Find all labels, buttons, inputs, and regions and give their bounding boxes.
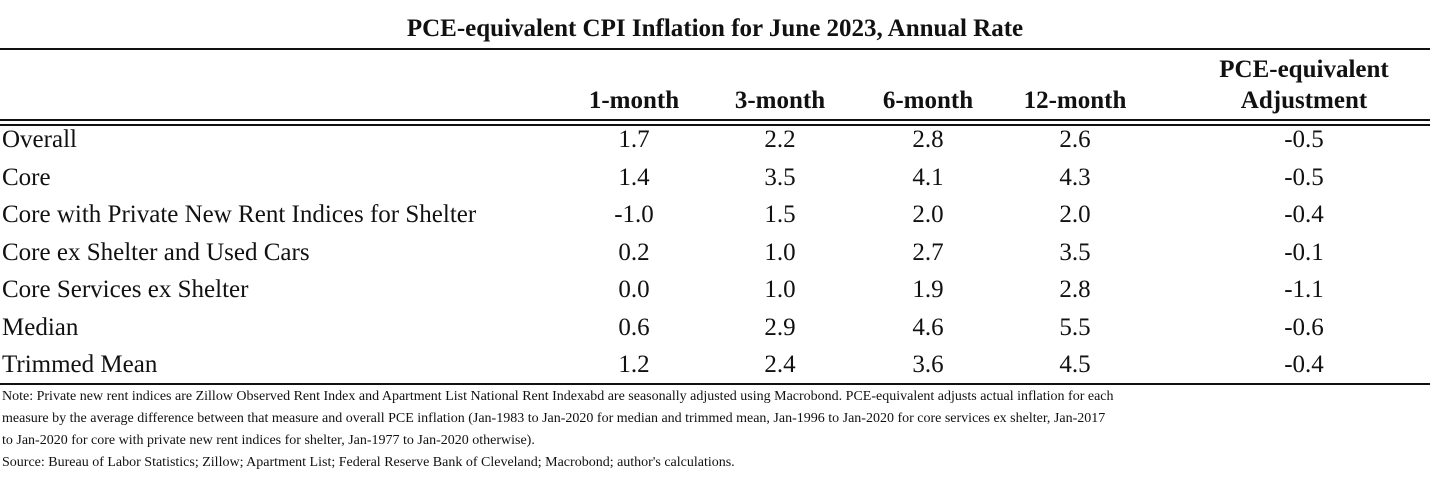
- header-rule-lower: [0, 124, 1430, 126]
- table-cell: 5.5: [1059, 313, 1091, 341]
- table-cell: -1.1: [1284, 276, 1324, 303]
- row-label: Median: [2, 313, 79, 341]
- column-header: 3-month: [734, 87, 826, 114]
- top-rule: [0, 48, 1430, 50]
- table-cell: 4.5: [1059, 351, 1091, 378]
- bottom-rule: [0, 383, 1430, 385]
- table-cell: 1.9: [912, 276, 944, 303]
- row-label: Overall: [2, 126, 77, 153]
- table-cell: 1.2: [618, 351, 650, 378]
- row-label: Core ex Shelter and Used Cars: [2, 238, 310, 266]
- note-line: Note: Private new rent indices are Zillo…: [2, 389, 1114, 404]
- table-cell: -0.4: [1284, 351, 1324, 378]
- table-cell: -0.1: [1284, 238, 1324, 266]
- table-cell: -0.6: [1284, 313, 1324, 341]
- column-header: Adjustment: [1240, 87, 1368, 114]
- table-cell: 4.3: [1059, 163, 1091, 191]
- column-header: PCE-equivalent: [1219, 56, 1389, 83]
- table-title: PCE-equivalent CPI Inflation for June 20…: [406, 15, 1024, 42]
- table-cell: 1.0: [764, 276, 796, 303]
- table-cell: -1.0: [614, 201, 654, 228]
- row-label: Core with Private New Rent Indices for S…: [2, 201, 477, 228]
- table-cell: 3.5: [1059, 238, 1091, 266]
- table-cell: 2.7: [912, 238, 944, 266]
- table-cell: 2.0: [912, 201, 944, 228]
- table-cell: 2.4: [764, 351, 796, 378]
- column-header: 1-month: [588, 87, 680, 114]
- table-cell: 4.1: [912, 163, 944, 191]
- table-cell: 2.8: [1059, 276, 1091, 303]
- row-label: Core Services ex Shelter: [2, 276, 249, 303]
- table-cell: 0.2: [618, 238, 650, 266]
- table-cell: 1.5: [764, 201, 796, 228]
- note-line: measure by the average difference betwee…: [2, 411, 1106, 426]
- table-cell: -0.5: [1284, 126, 1324, 153]
- note-line: to Jan-2020 for core with private new re…: [2, 433, 535, 448]
- table-cell: 4.6: [912, 313, 944, 341]
- table-cell: 0.6: [618, 313, 650, 341]
- table-cell: -0.5: [1284, 163, 1324, 191]
- row-label: Core: [2, 163, 51, 191]
- row-label: Trimmed Mean: [2, 351, 158, 378]
- table-cell: 3.5: [764, 163, 796, 191]
- table-cell: 2.0: [1059, 201, 1091, 228]
- table-cell: 0.0: [618, 276, 650, 303]
- column-header: 6-month: [882, 87, 974, 114]
- table-cell: 2.8: [912, 126, 944, 153]
- table-cell: 2.2: [764, 126, 796, 153]
- table-cell: 3.6: [912, 351, 944, 378]
- header-rule-upper: [0, 119, 1430, 121]
- source-line: Source: Bureau of Labor Statistics; Zill…: [2, 455, 735, 470]
- table-cell: 1.4: [618, 163, 650, 191]
- table-cell: 2.9: [764, 313, 796, 341]
- column-header: 12-month: [1023, 87, 1127, 114]
- table-cell: 2.6: [1059, 126, 1091, 153]
- table-cell: 1.0: [764, 238, 796, 266]
- table-cell: 1.7: [618, 126, 650, 153]
- table-cell: -0.4: [1284, 201, 1324, 228]
